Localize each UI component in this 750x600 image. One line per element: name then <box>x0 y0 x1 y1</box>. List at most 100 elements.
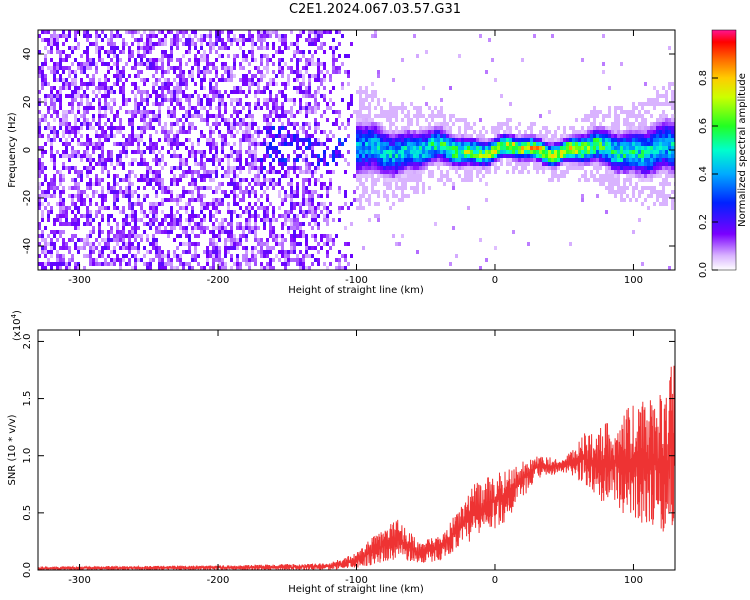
heatmap-cell <box>77 210 80 214</box>
heatmap-cell <box>401 158 404 162</box>
heatmap-cell <box>401 162 404 166</box>
heatmap-cell <box>215 106 218 110</box>
heatmap-cell <box>473 158 476 162</box>
heatmap-cell <box>44 174 47 178</box>
heatmap-cell <box>203 218 206 222</box>
heatmap-cell <box>305 86 308 90</box>
heatmap-cell <box>605 174 608 178</box>
heatmap-cell <box>146 110 149 114</box>
heatmap-cell <box>440 170 443 174</box>
heatmap-cell <box>149 226 152 230</box>
heatmap-cell <box>626 186 629 190</box>
heatmap-cell <box>56 66 59 70</box>
heatmap-cell <box>461 138 464 142</box>
heatmap-cell <box>248 182 251 186</box>
heatmap-cell <box>218 38 221 42</box>
heatmap-cell <box>623 182 626 186</box>
heatmap-cell <box>272 234 275 238</box>
heatmap-cell <box>290 138 293 142</box>
heatmap-cell <box>365 118 368 122</box>
heatmap-cell <box>386 134 389 138</box>
heatmap-cell <box>632 158 635 162</box>
heatmap-cell <box>296 166 299 170</box>
heatmap-cell <box>161 190 164 194</box>
heatmap-cell <box>443 174 446 178</box>
heatmap-cell <box>380 114 383 118</box>
heatmap-cell <box>404 166 407 170</box>
heatmap-cell <box>383 130 386 134</box>
heatmap-cell <box>137 202 140 206</box>
heatmap-cell <box>380 158 383 162</box>
heatmap-cell <box>380 126 383 130</box>
heatmap-cell <box>494 138 497 142</box>
heatmap-cell <box>155 70 158 74</box>
heatmap-cell <box>428 106 431 110</box>
heatmap-cell <box>254 158 257 162</box>
heatmap-cell <box>68 258 71 262</box>
heatmap-cell <box>68 262 71 266</box>
heatmap-cell <box>272 146 275 150</box>
heatmap-cell <box>161 42 164 46</box>
heatmap-cell <box>440 126 443 130</box>
heatmap-cell <box>44 262 47 266</box>
heatmap-cell <box>122 218 125 222</box>
heatmap-cell <box>485 142 488 146</box>
heatmap-cell <box>449 118 452 122</box>
heatmap-cell <box>563 142 566 146</box>
heatmap-cell <box>179 90 182 94</box>
heatmap-cell <box>140 210 143 214</box>
heatmap-cell <box>656 158 659 162</box>
heatmap-cell <box>626 126 629 130</box>
heatmap-cell <box>206 142 209 146</box>
heatmap-cell <box>53 74 56 78</box>
heatmap-cell <box>41 246 44 250</box>
heatmap-cell <box>368 174 371 178</box>
heatmap-cell <box>77 46 80 50</box>
heatmap-cell <box>56 62 59 66</box>
heatmap-cell <box>644 174 647 178</box>
heatmap-cell <box>272 226 275 230</box>
heatmap-cell <box>314 238 317 242</box>
heatmap-cell <box>497 142 500 146</box>
heatmap-cell <box>428 158 431 162</box>
heatmap-cell <box>125 222 128 226</box>
heatmap-cell <box>92 166 95 170</box>
heatmap-cell <box>482 138 485 142</box>
heatmap-cell <box>656 126 659 130</box>
heatmap-cell <box>266 262 269 266</box>
heatmap-cell <box>476 162 479 166</box>
heatmap-cell <box>164 50 167 54</box>
heatmap-cell <box>395 242 398 246</box>
heatmap-cell <box>158 94 161 98</box>
heatmap-cell <box>185 206 188 210</box>
heatmap-cell <box>251 38 254 42</box>
heatmap-cell <box>452 122 455 126</box>
heatmap-cell <box>620 138 623 142</box>
heatmap-cell <box>179 166 182 170</box>
heatmap-cell <box>155 154 158 158</box>
heatmap-cell <box>110 58 113 62</box>
heatmap-cell <box>539 162 542 166</box>
heatmap-cell <box>128 258 131 262</box>
heatmap-cell <box>95 46 98 50</box>
heatmap-cell <box>623 118 626 122</box>
heatmap-cell <box>629 126 632 130</box>
heatmap-cell <box>302 254 305 258</box>
heatmap-cell <box>551 146 554 150</box>
heatmap-cell <box>500 138 503 142</box>
heatmap-cell <box>497 150 500 154</box>
heatmap-cell <box>584 154 587 158</box>
heatmap-cell <box>389 206 392 210</box>
heatmap-cell <box>50 38 53 42</box>
heatmap-cell <box>323 154 326 158</box>
heatmap-cell <box>200 178 203 182</box>
heatmap-cell <box>491 158 494 162</box>
heatmap-cell <box>98 222 101 226</box>
heatmap-cell <box>131 214 134 218</box>
heatmap-cell <box>59 62 62 66</box>
heatmap-cell <box>164 130 167 134</box>
heatmap-cell <box>311 62 314 66</box>
heatmap-cell <box>518 130 521 134</box>
heatmap-cell <box>161 222 164 226</box>
heatmap-cell <box>50 158 53 162</box>
